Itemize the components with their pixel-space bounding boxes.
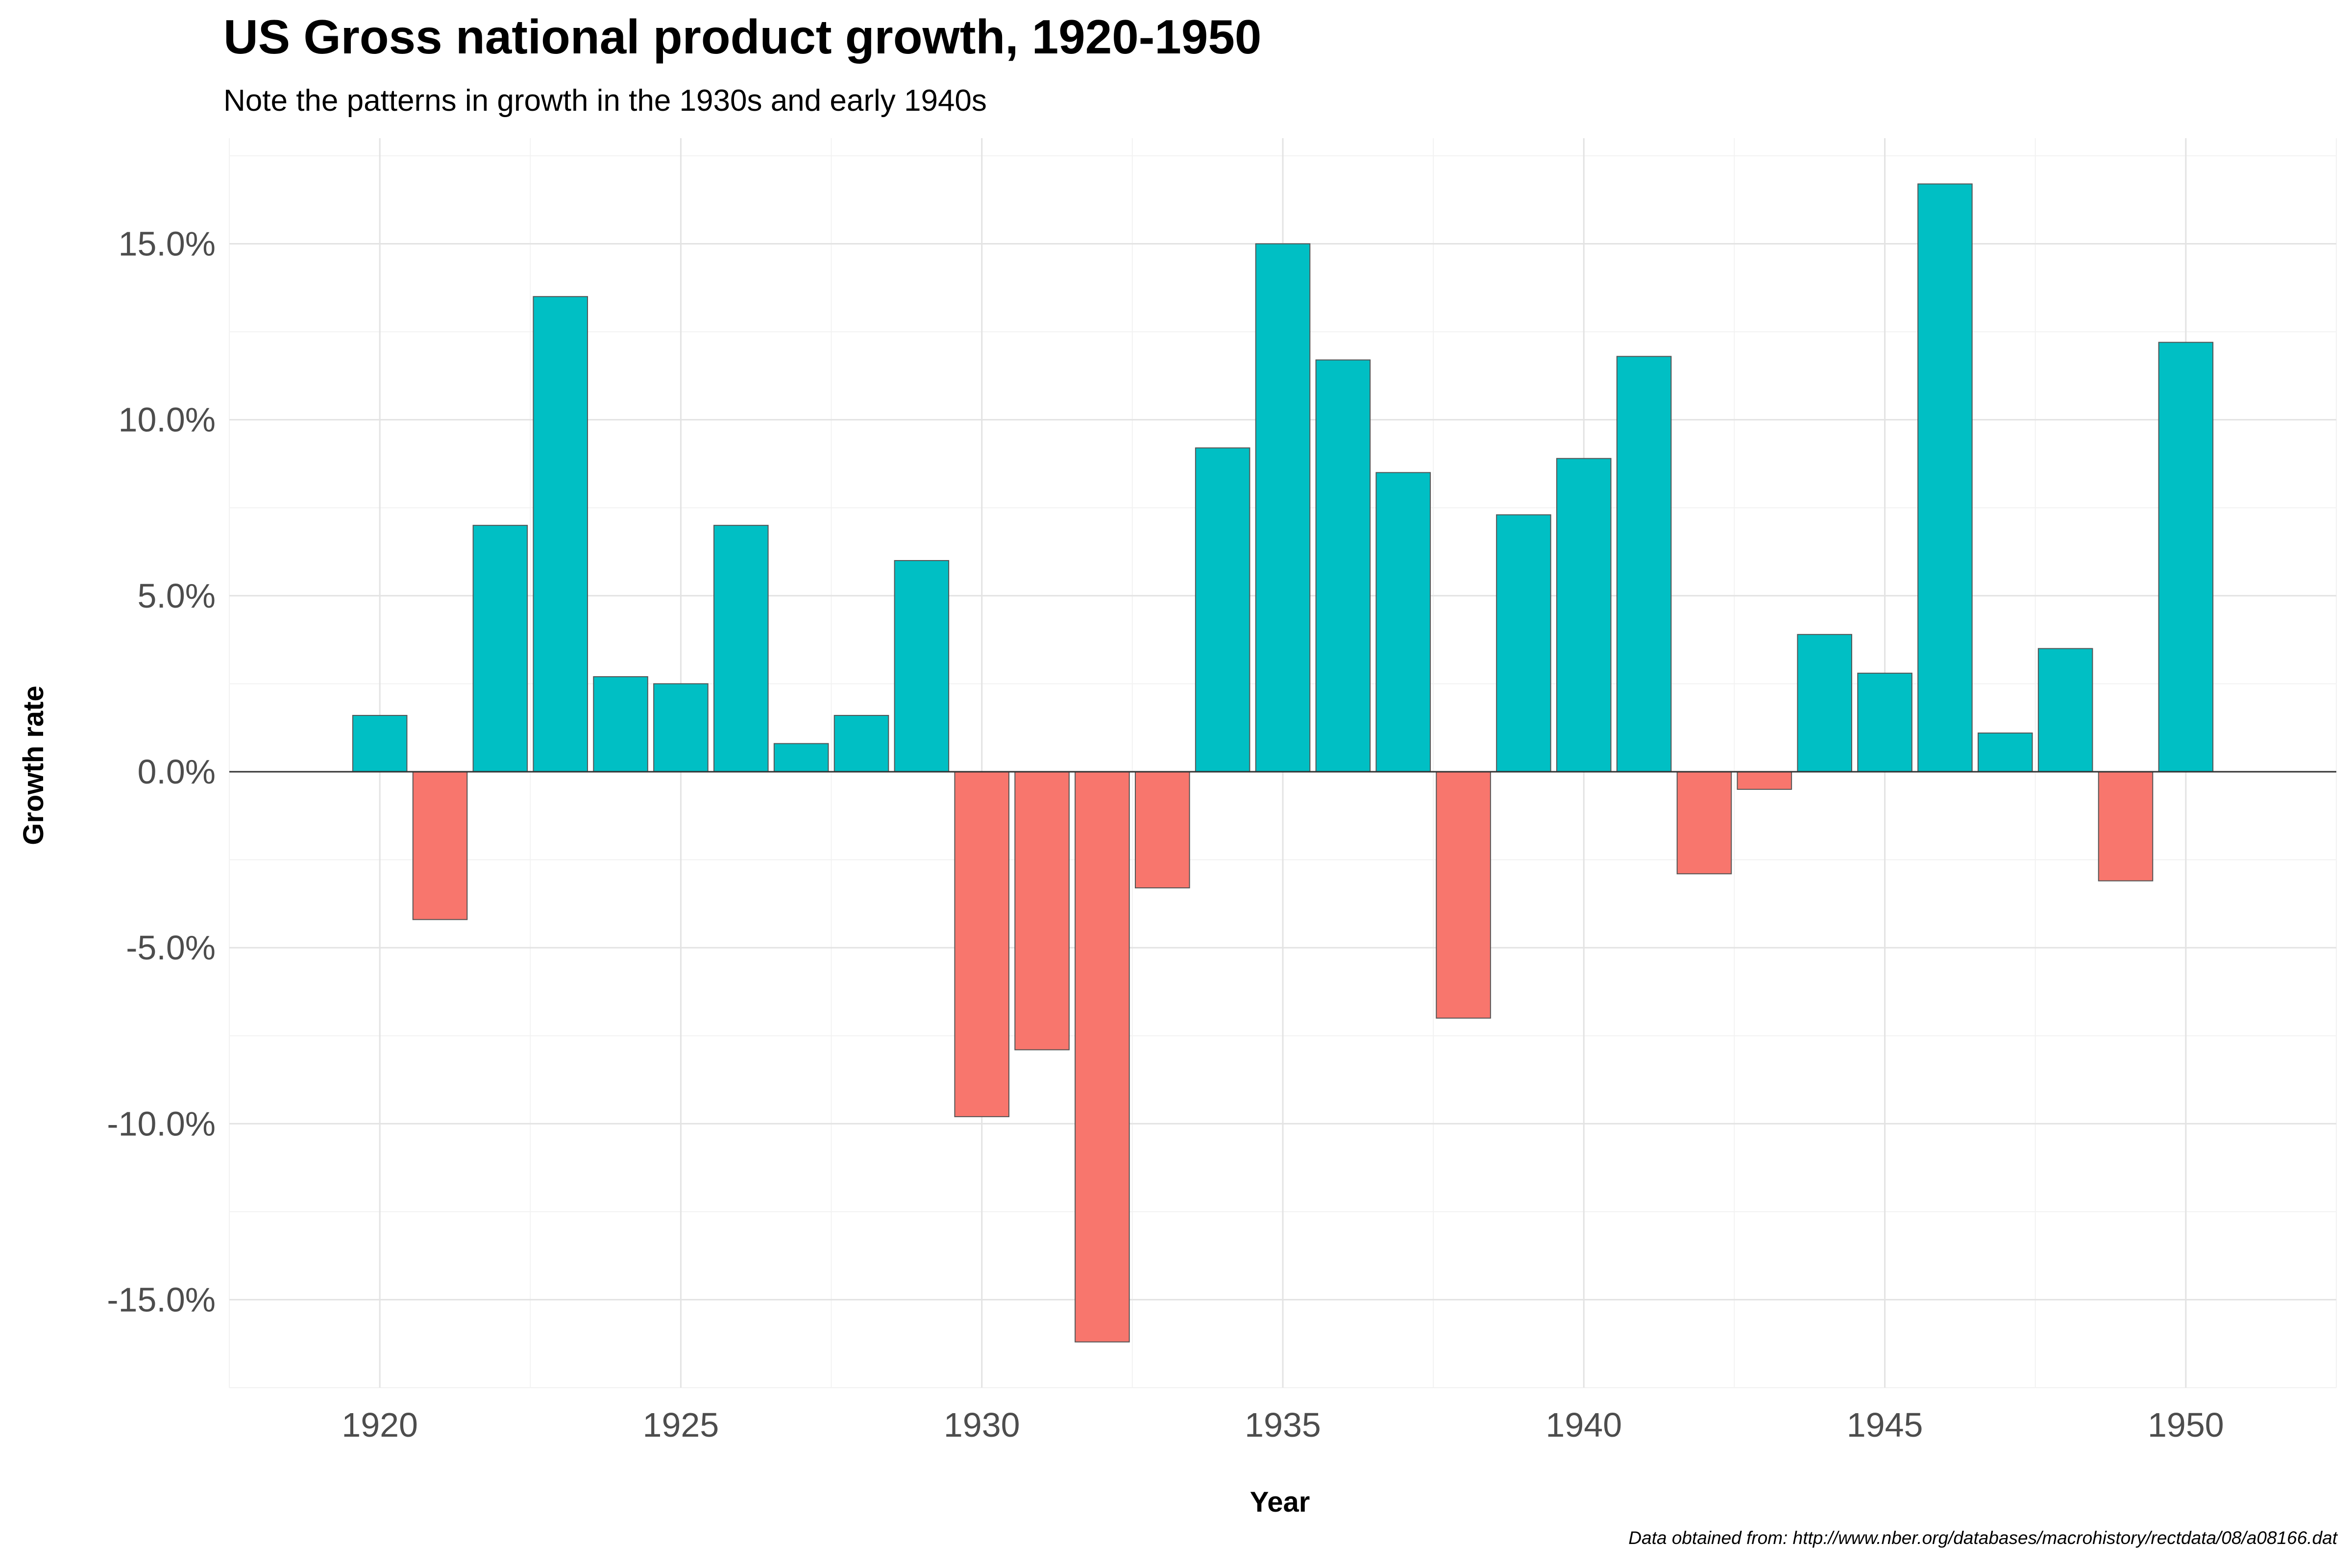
bar-1926 <box>713 525 769 772</box>
bar-1931 <box>1014 771 1070 1051</box>
x-axis-ticks: 1920 1925 1930 1935 1940 1945 1950 <box>342 1406 2224 1444</box>
y-tick-label: -15.0% <box>107 1280 216 1319</box>
y-axis-ticks: -15.0% -10.0% -5.0% 0.0% 5.0% 10.0% 15.0% <box>107 224 216 1319</box>
bar-1947 <box>1978 732 2033 772</box>
x-tick-label: 1935 <box>1245 1406 1321 1444</box>
bar-1949 <box>2098 771 2154 882</box>
bar-1923 <box>533 296 588 772</box>
bar-1932 <box>1075 771 1130 1343</box>
bar-1929 <box>894 560 950 772</box>
bar-1937 <box>1375 472 1431 772</box>
bar-1930 <box>954 771 1010 1117</box>
bar-1924 <box>593 676 648 772</box>
x-tick-label: 1930 <box>944 1406 1020 1444</box>
bar-1948 <box>2037 648 2093 772</box>
y-tick-label: 15.0% <box>119 224 216 263</box>
bar-1940 <box>1556 458 1612 772</box>
bar-1922 <box>472 525 528 772</box>
bar-1950 <box>2158 342 2214 772</box>
bar-1946 <box>1917 183 1973 772</box>
x-tick-label: 1950 <box>2148 1406 2224 1444</box>
y-tick-label: -10.0% <box>107 1104 216 1143</box>
bar-1934 <box>1195 447 1250 772</box>
bar-1921 <box>412 771 468 920</box>
bar-1938 <box>1436 771 1491 1019</box>
bar-1933 <box>1135 771 1190 889</box>
chart-title: US Gross national product growth, 1920-1… <box>223 10 1262 64</box>
bar-1944 <box>1797 634 1852 772</box>
bar-1943 <box>1737 771 1792 790</box>
bar-1942 <box>1676 771 1732 875</box>
bar-1935 <box>1255 243 1311 772</box>
y-tick-label: 5.0% <box>137 577 216 615</box>
x-axis-label: Year <box>1250 1486 1310 1518</box>
bar-1927 <box>773 743 829 772</box>
bar-1925 <box>653 683 709 772</box>
chart-subtitle: Note the patterns in growth in the 1930s… <box>223 84 987 118</box>
bars <box>352 183 2214 1343</box>
y-tick-label: 0.0% <box>137 753 216 791</box>
x-tick-label: 1940 <box>1545 1406 1622 1444</box>
y-tick-label: -5.0% <box>126 929 216 967</box>
bar-1939 <box>1496 514 1551 772</box>
bar-1920 <box>352 715 408 772</box>
bar-1945 <box>1857 672 1912 772</box>
bar-1928 <box>833 715 889 772</box>
x-tick-label: 1920 <box>342 1406 418 1444</box>
y-tick-label: 10.0% <box>119 401 216 439</box>
x-tick-label: 1925 <box>643 1406 719 1444</box>
y-axis-label: Growth rate <box>18 686 49 845</box>
bar-1941 <box>1616 356 1672 772</box>
bar-1936 <box>1315 359 1371 772</box>
chart-caption: Data obtained from: http://www.nber.org/… <box>1628 1528 2337 1548</box>
x-tick-label: 1945 <box>1847 1406 1923 1444</box>
